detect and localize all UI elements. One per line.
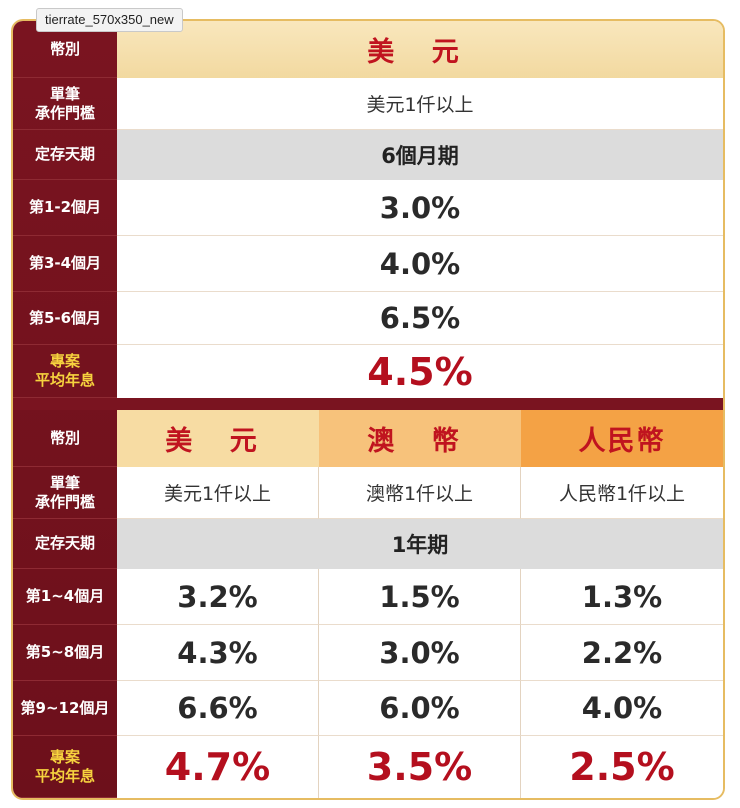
t2-rate-m58-usd: 4.3% (117, 625, 319, 681)
t2-threshold-usd: 美元1仟以上 (117, 467, 319, 519)
t1-row-m56: 第5-6個月 6.5% (13, 292, 723, 345)
t1-label-threshold: 單筆 承作門檻 (13, 78, 117, 130)
t1-rate-m12: 3.0% (117, 180, 723, 236)
t1-row-term: 定存天期 6個月期 (13, 130, 723, 180)
t1-threshold-value: 美元1仟以上 (117, 78, 723, 130)
t2-row-threshold: 單筆 承作門檻 美元1仟以上 澳幣1仟以上 人民幣1仟以上 (13, 467, 723, 519)
t2-rate-m14-cny: 1.3% (521, 569, 723, 625)
t2-rate-m912-cny: 4.0% (521, 681, 723, 736)
t2-rate-m14-aud: 1.5% (319, 569, 521, 625)
t2-rate-m912-aud: 6.0% (319, 681, 521, 736)
rate-table-frame: 幣別 美 元 單筆 承作門檻 美元1仟以上 定存天期 6個月期 第1-2個月 3… (11, 19, 725, 800)
t2-row-m912: 第9~12個月 6.6% 6.0% 4.0% (13, 681, 723, 736)
t2-row-m14: 第1~4個月 3.2% 1.5% 1.3% (13, 569, 723, 625)
t2-label-term: 定存天期 (13, 519, 117, 569)
t1-avg-rate: 4.5% (117, 345, 723, 398)
t2-row-avg: 專案 平均年息 4.7% 3.5% 2.5% (13, 736, 723, 798)
t2-label-currency: 幣別 (13, 410, 117, 467)
t2-row-m58: 第5~8個月 4.3% 3.0% 2.2% (13, 625, 723, 681)
t1-row-m12: 第1-2個月 3.0% (13, 180, 723, 236)
t2-currency-aud: 澳 幣 (319, 410, 521, 467)
t2-avg-usd: 4.7% (117, 736, 319, 798)
t1-rate-m34: 4.0% (117, 236, 723, 292)
t1-row-currency: 幣別 美 元 (13, 21, 723, 78)
t2-label-threshold: 單筆 承作門檻 (13, 467, 117, 519)
t2-rate-m58-aud: 3.0% (319, 625, 521, 681)
t1-row-threshold: 單筆 承作門檻 美元1仟以上 (13, 78, 723, 130)
t2-threshold-aud: 澳幣1仟以上 (319, 467, 521, 519)
t1-currency-header: 美 元 (117, 21, 723, 78)
t1-label-term: 定存天期 (13, 130, 117, 180)
t2-label-m14: 第1~4個月 (13, 569, 117, 625)
t2-label-m58: 第5~8個月 (13, 625, 117, 681)
file-name-tooltip: tierrate_570x350_new (36, 8, 183, 32)
t1-row-avg: 專案 平均年息 4.5% (13, 345, 723, 398)
t2-row-currency: 幣別 美 元 澳 幣 人民幣 (13, 410, 723, 467)
t2-label-avg: 專案 平均年息 (13, 736, 117, 798)
t1-label-m12: 第1-2個月 (13, 180, 117, 236)
t1-label-m56: 第5-6個月 (13, 292, 117, 345)
t2-rate-m912-usd: 6.6% (117, 681, 319, 736)
t2-row-term: 定存天期 1年期 (13, 519, 723, 569)
t2-rate-m14-usd: 3.2% (117, 569, 319, 625)
t2-avg-cny: 2.5% (521, 736, 723, 798)
t1-label-currency: 幣別 (13, 21, 117, 78)
t2-avg-aud: 3.5% (319, 736, 521, 798)
t1-row-m34: 第3-4個月 4.0% (13, 236, 723, 292)
t1-rate-m56: 6.5% (117, 292, 723, 345)
t2-currency-cny: 人民幣 (521, 410, 723, 467)
t2-currency-usd: 美 元 (117, 410, 319, 467)
t1-term-value: 6個月期 (117, 130, 723, 180)
t2-rate-m58-cny: 2.2% (521, 625, 723, 681)
table-divider (13, 398, 723, 410)
t1-label-avg: 專案 平均年息 (13, 345, 117, 398)
t2-threshold-cny: 人民幣1仟以上 (521, 467, 723, 519)
t2-label-m912: 第9~12個月 (13, 681, 117, 736)
t1-label-m34: 第3-4個月 (13, 236, 117, 292)
t2-term-value: 1年期 (117, 519, 723, 569)
